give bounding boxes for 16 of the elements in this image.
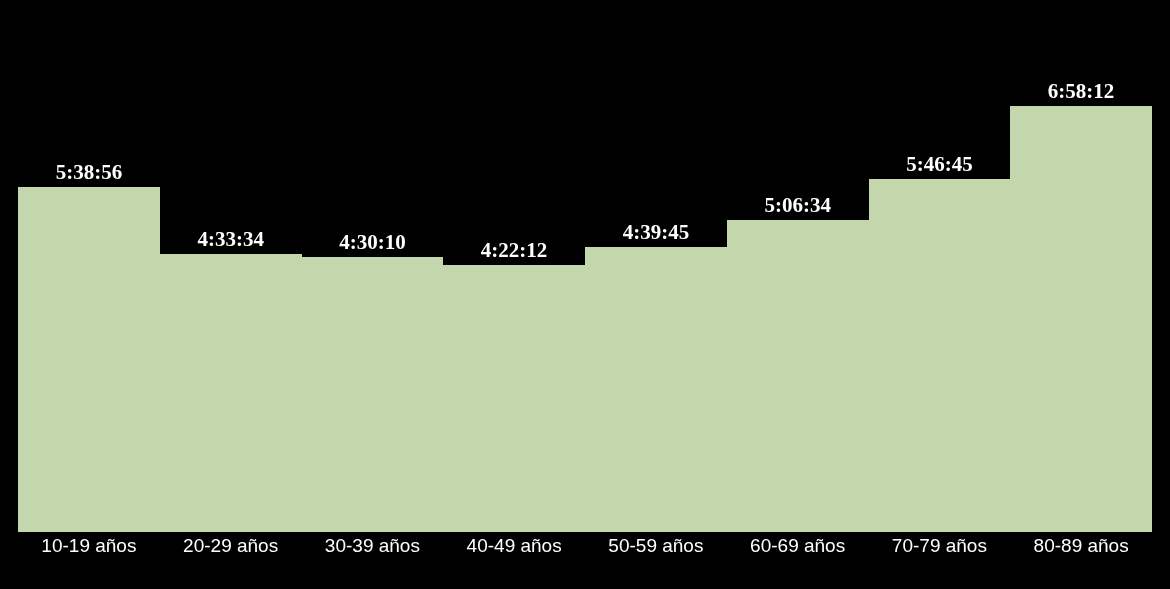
x-tick-label: 40-49 años <box>466 535 562 556</box>
x-tick-label: 80-89 años <box>1033 535 1129 556</box>
x-tick-label: 30-39 años <box>324 535 420 556</box>
x-tick-label: 50-59 años <box>608 535 704 556</box>
data-label: 6:58:12 <box>1047 79 1115 103</box>
x-tick-label: 70-79 años <box>891 535 987 556</box>
data-label: 5:38:56 <box>55 160 123 184</box>
data-label: 5:46:45 <box>906 152 973 176</box>
data-label: 5:06:34 <box>764 193 832 217</box>
x-tick-label: 20-29 años <box>183 535 279 556</box>
x-tick-label: 10-19 años <box>41 535 137 556</box>
data-label: 4:33:34 <box>197 227 265 251</box>
data-label: 4:22:12 <box>480 238 548 262</box>
data-label: 4:39:45 <box>622 220 690 244</box>
x-tick-label: 60-69 años <box>750 535 846 556</box>
data-label: 4:30:10 <box>339 230 406 254</box>
